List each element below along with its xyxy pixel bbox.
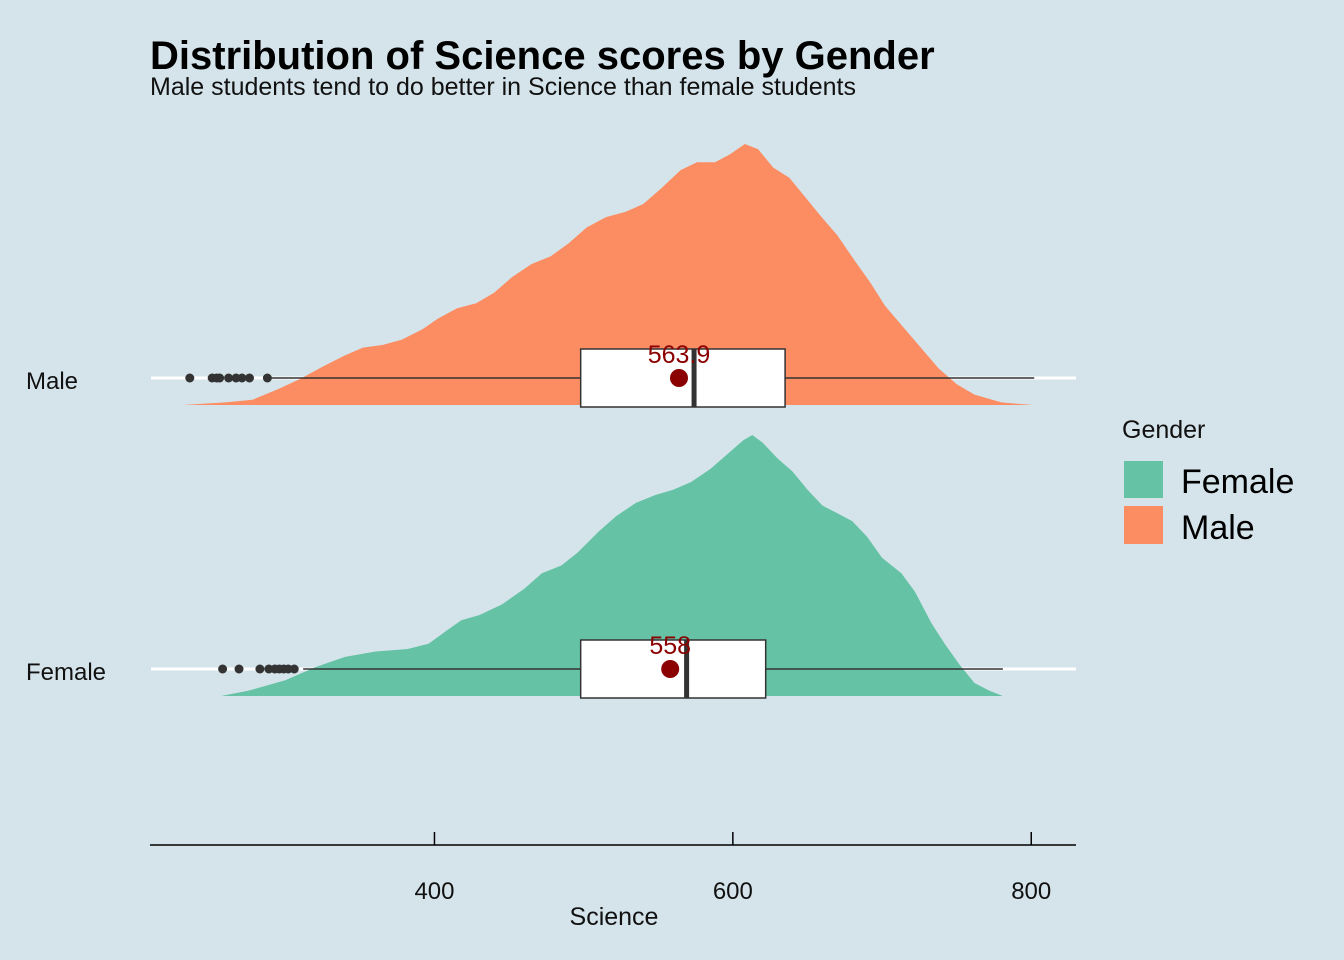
density-male [182,144,1033,405]
mean-point-male [669,369,688,387]
outlier-point [215,373,225,383]
legend-title: Gender [1122,416,1205,444]
mean-label-male: 563.9 [648,341,711,369]
x-tick-label: 600 [713,878,753,905]
outlier-point [218,664,228,674]
outlier-point [237,373,247,383]
y-axis-labels: Female Male [26,368,106,686]
x-tick-label: 400 [414,878,454,905]
legend: Gender Female Male [1122,416,1294,547]
y-label-female: Female [26,659,106,686]
legend-label-female: Female [1181,463,1294,501]
outlier-point [244,373,254,383]
plot-area: 558 563.9 [182,144,1035,699]
mean-label-female: 558 [649,632,691,660]
legend-label-male: Male [1181,509,1255,547]
outlier-point [224,373,234,383]
chart-title: Distribution of Science scores by Gender [150,34,935,78]
legend-swatch-male [1124,506,1163,544]
outlier-point [255,664,265,674]
outlier-point [289,664,299,674]
outlier-point [262,373,272,383]
outlier-point [185,373,195,383]
legend-swatch-female [1124,461,1163,498]
outlier-point [234,664,244,674]
chart-subtitle: Male students tend to do better in Scien… [150,73,856,101]
x-axis-ticks: 400 600 800 [414,832,1051,905]
x-tick-label: 800 [1011,878,1051,905]
x-axis-label: Science [570,903,659,931]
mean-point-female [661,660,680,678]
y-label-male: Male [26,368,78,395]
density-female [221,435,1003,696]
